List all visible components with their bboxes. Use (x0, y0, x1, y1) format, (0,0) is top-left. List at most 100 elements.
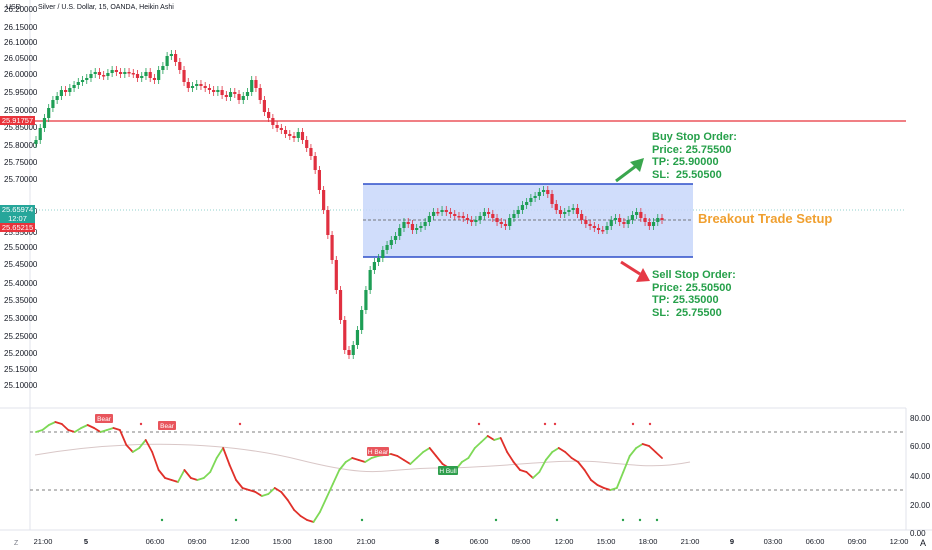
oscillator-segment (280, 491, 289, 501)
candle-body (195, 84, 199, 86)
price-tick: 25.70000 (4, 175, 38, 184)
candle-body (406, 222, 410, 224)
time-axis[interactable]: 21:00 5 06:00 09:00 12:00 15:00 18:00 21:00 8 06:… (34, 537, 909, 546)
indicator-axis[interactable]: 80.00 60.00 40.00 20.00 0.00 (910, 414, 931, 538)
candle-body (173, 54, 178, 62)
candle-body (275, 125, 279, 128)
candle-body (575, 208, 580, 214)
oscillator-segment (467, 447, 476, 459)
auto-scale-button[interactable]: A (919, 538, 926, 548)
candle-body (415, 228, 419, 230)
candle-body (72, 85, 76, 88)
chart-legend-title[interactable]: Silver / U.S. Dollar, 15, OANDA, Heikin … (38, 4, 174, 11)
candle-body (317, 170, 321, 190)
breakout-setup-label[interactable]: Breakout Trade Setup (698, 211, 833, 226)
oscillator-segment (48, 421, 57, 426)
candle-body (508, 218, 512, 226)
candle-body (364, 290, 368, 310)
candle-body (368, 270, 372, 290)
oscillator-segment (357, 459, 367, 463)
candle-body (296, 132, 300, 138)
resistance-price-tag: 25.91757 (0, 116, 35, 125)
candle-body (465, 218, 470, 220)
candle-body (59, 90, 63, 96)
candle-body (601, 230, 605, 232)
candle-body (199, 84, 203, 86)
candle-body (605, 226, 609, 230)
candle-body (520, 205, 525, 210)
buy-stop-annotation[interactable]: Buy Stop Order: Price: 25.75500 TP: 25.9… (652, 131, 737, 181)
oscillator-segment (215, 447, 225, 459)
candle-body (190, 86, 195, 88)
oscillator-segment (570, 457, 580, 463)
candle-body (558, 210, 563, 214)
sell-arrow-icon (620, 260, 650, 282)
price-axis[interactable]: 26.20000 26.15000 26.10000 26.05000 26.00000… (4, 5, 38, 390)
candle-body (313, 156, 317, 170)
candle-body (322, 190, 326, 210)
oscillator-segment (189, 477, 199, 481)
oscillator-segment (144, 439, 154, 453)
oscillator-segment (99, 429, 108, 433)
oscillator-segment (177, 469, 186, 483)
candle-body (533, 196, 537, 198)
indicator-tick: 40.00 (910, 472, 931, 481)
candle-body (80, 80, 85, 82)
time-tick: 21:00 (357, 537, 376, 546)
candle-body (427, 216, 431, 222)
candle-body (609, 220, 613, 226)
candle-body (250, 80, 254, 92)
candle-body (486, 212, 491, 214)
oscillator-segment (641, 443, 650, 447)
candle-body (512, 214, 516, 218)
candles-series (34, 50, 664, 359)
oscillator-segment (577, 461, 586, 471)
oscillator-segment (222, 447, 231, 466)
candle-body (389, 240, 393, 245)
candle-body (169, 54, 173, 56)
zoom-toggle-icon[interactable]: Z (14, 540, 19, 547)
candle-body (647, 222, 651, 226)
sell-stop-annotation[interactable]: Sell Stop Order: Price: 25.50500 TP: 25.… (652, 269, 736, 319)
indicator-label-h-bull: H Bull (438, 466, 458, 475)
candle-body (212, 90, 216, 92)
candle-body (436, 212, 440, 214)
candle-body (596, 228, 601, 230)
candle-body (622, 222, 626, 224)
candle-body (271, 118, 275, 125)
oscillator-segment (486, 435, 496, 441)
oscillator-segment (344, 457, 354, 463)
candle-body (106, 73, 110, 76)
oscillator-segment (564, 451, 573, 459)
candle-body (431, 212, 436, 216)
oscillator-segment (299, 515, 308, 521)
candle-body (152, 78, 157, 80)
candle-body (423, 222, 427, 226)
breakout-box[interactable] (363, 184, 693, 257)
price-tick: 25.90000 (4, 106, 38, 115)
candle-body (541, 190, 546, 192)
candle-body (245, 92, 250, 96)
time-tick: 18:00 (639, 537, 658, 546)
oscillator-segment (306, 519, 315, 523)
candle-body (102, 75, 106, 77)
oscillator-segment (293, 509, 302, 517)
candle-body (567, 210, 571, 212)
candle-body (347, 350, 351, 355)
candle-body (630, 215, 634, 220)
candle-body (554, 204, 558, 210)
candle-body (241, 96, 245, 100)
oscillator-segment (228, 464, 237, 481)
candle-body (305, 140, 309, 148)
candle-body (453, 214, 457, 216)
oscillator-segment (60, 423, 70, 431)
candle-body (224, 95, 228, 97)
oscillator-segment (499, 437, 509, 453)
indicator-tick: 60.00 (910, 442, 931, 451)
candle-body (529, 198, 533, 202)
candle-body (478, 216, 482, 220)
oscillator-segment (93, 427, 102, 433)
svg-text:H Bull: H Bull (439, 468, 457, 475)
candle-body (178, 62, 182, 70)
